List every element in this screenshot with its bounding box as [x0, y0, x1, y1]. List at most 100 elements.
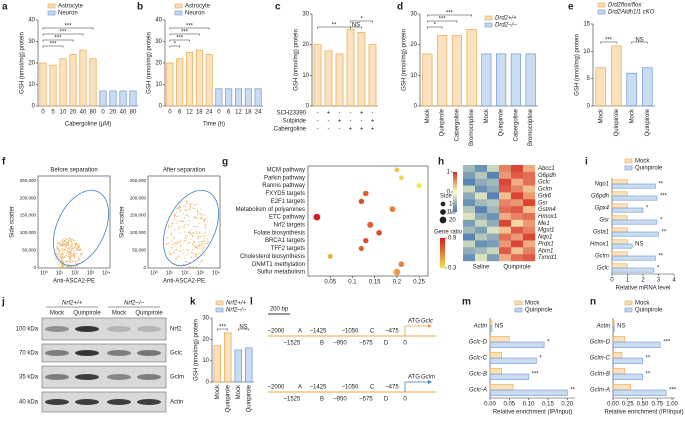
flow-dot — [198, 241, 200, 243]
flow-dot — [67, 247, 69, 249]
bar — [612, 368, 626, 375]
flow-dot — [197, 233, 199, 235]
bar — [612, 336, 626, 343]
y-tick-label: 250,000 — [20, 178, 37, 183]
lane-label: Mock — [50, 311, 65, 317]
row-label: Gstm4 — [538, 207, 556, 213]
atg-label: ATG — [408, 375, 420, 381]
flow-dot — [59, 255, 62, 257]
y-tick-label: 50,000 — [22, 248, 36, 253]
site-label: B — [320, 397, 324, 403]
y-tick-label: Folate biosynthesis — [254, 230, 305, 236]
heat-cell — [475, 219, 488, 227]
bar — [109, 90, 117, 107]
y-tick-label: 10 — [28, 82, 35, 88]
flow-dot — [77, 246, 79, 248]
flow-dot — [75, 244, 77, 246]
x-tick-label: 2 — [641, 278, 645, 284]
flow-dot — [62, 260, 64, 263]
flow-dot — [180, 240, 182, 242]
color-bar — [453, 172, 457, 212]
sig-label: *** — [446, 11, 454, 17]
x-tick-label: Mock — [215, 384, 221, 399]
sig-label: * — [657, 266, 660, 272]
heat-cell — [523, 178, 536, 186]
sig-label: ** — [662, 230, 667, 236]
flow-dot — [175, 212, 177, 214]
flow-dot — [176, 249, 178, 251]
plot-title: Before separation — [50, 168, 97, 174]
flow-dot — [75, 242, 77, 244]
legend-label: Quinpirole — [635, 308, 663, 314]
flow-dot — [182, 213, 184, 215]
heat-cell — [511, 254, 524, 262]
panel-letter: d — [397, 2, 403, 13]
plot-title: After separation — [163, 168, 205, 174]
legend-swatch — [624, 165, 633, 171]
flow-dot — [173, 215, 175, 217]
flow-dot — [199, 231, 201, 233]
flow-dot — [188, 220, 191, 222]
y-tick-label: 10 — [202, 358, 209, 364]
bar — [611, 191, 628, 197]
bar — [611, 263, 628, 269]
y-tick-label: Gclm-D — [590, 340, 611, 346]
flow-dot — [181, 209, 183, 211]
flow-dot — [62, 248, 64, 250]
row-sign: + — [360, 127, 364, 133]
flow-dot — [178, 228, 180, 230]
legend-label: Quinpirole — [525, 308, 553, 314]
flow-dot — [198, 244, 200, 247]
flow-dot — [176, 243, 178, 245]
flow-dot — [204, 231, 207, 234]
x-tick-label: 0.50 — [637, 402, 649, 408]
flow-dot — [71, 253, 73, 255]
flow-dot — [183, 225, 185, 227]
flow-dot — [189, 204, 192, 206]
flow-dot — [73, 246, 76, 248]
tss-arrow — [404, 325, 428, 336]
sig-label: *** — [605, 38, 613, 44]
flow-dot — [194, 245, 196, 247]
heat-cell — [463, 171, 476, 179]
heat-cell — [499, 178, 512, 186]
row-sign: + — [338, 119, 342, 125]
legend-label: Mock — [635, 159, 650, 165]
sig-label: NS — [635, 242, 643, 248]
x-tick-label: 0.05 — [503, 402, 515, 408]
sig-label: *** — [186, 24, 194, 30]
heat-cell — [523, 185, 536, 193]
flow-dot — [72, 260, 74, 262]
y-tick-label: FXYD5 targets — [266, 191, 305, 197]
flow-dot — [185, 255, 187, 257]
legend-label: Mock — [635, 301, 650, 307]
flow-dot — [70, 240, 72, 243]
flow-dot — [197, 218, 199, 220]
blot-panel — [41, 343, 167, 363]
bar — [611, 207, 644, 213]
x-tick-label: Mock — [598, 108, 604, 123]
x-tick-label: 0.10 — [523, 402, 535, 408]
flow-dot — [207, 238, 209, 240]
heat-cell — [487, 171, 500, 179]
flow-dot — [171, 239, 173, 241]
sig-bracket — [600, 41, 617, 44]
row-label: Gsr — [538, 200, 549, 206]
y-tick-label: 0 — [414, 104, 418, 110]
flow-dot — [74, 251, 76, 253]
flow-dot — [67, 239, 70, 241]
y-tick-label: 20 — [28, 61, 35, 67]
heat-cell — [487, 213, 500, 221]
sig-label: *** — [669, 388, 677, 394]
heat-cell — [511, 233, 524, 241]
bar — [205, 54, 213, 107]
heat-cell — [463, 165, 476, 173]
flow-dot — [200, 235, 202, 238]
flow-dot — [196, 209, 199, 211]
flow-dot — [60, 240, 62, 242]
flow-dot — [189, 232, 191, 234]
flow-dot — [199, 217, 201, 219]
legend-swatch — [624, 158, 633, 164]
x-tick-label: 0 — [168, 110, 172, 116]
size-legend-dot — [440, 209, 446, 215]
